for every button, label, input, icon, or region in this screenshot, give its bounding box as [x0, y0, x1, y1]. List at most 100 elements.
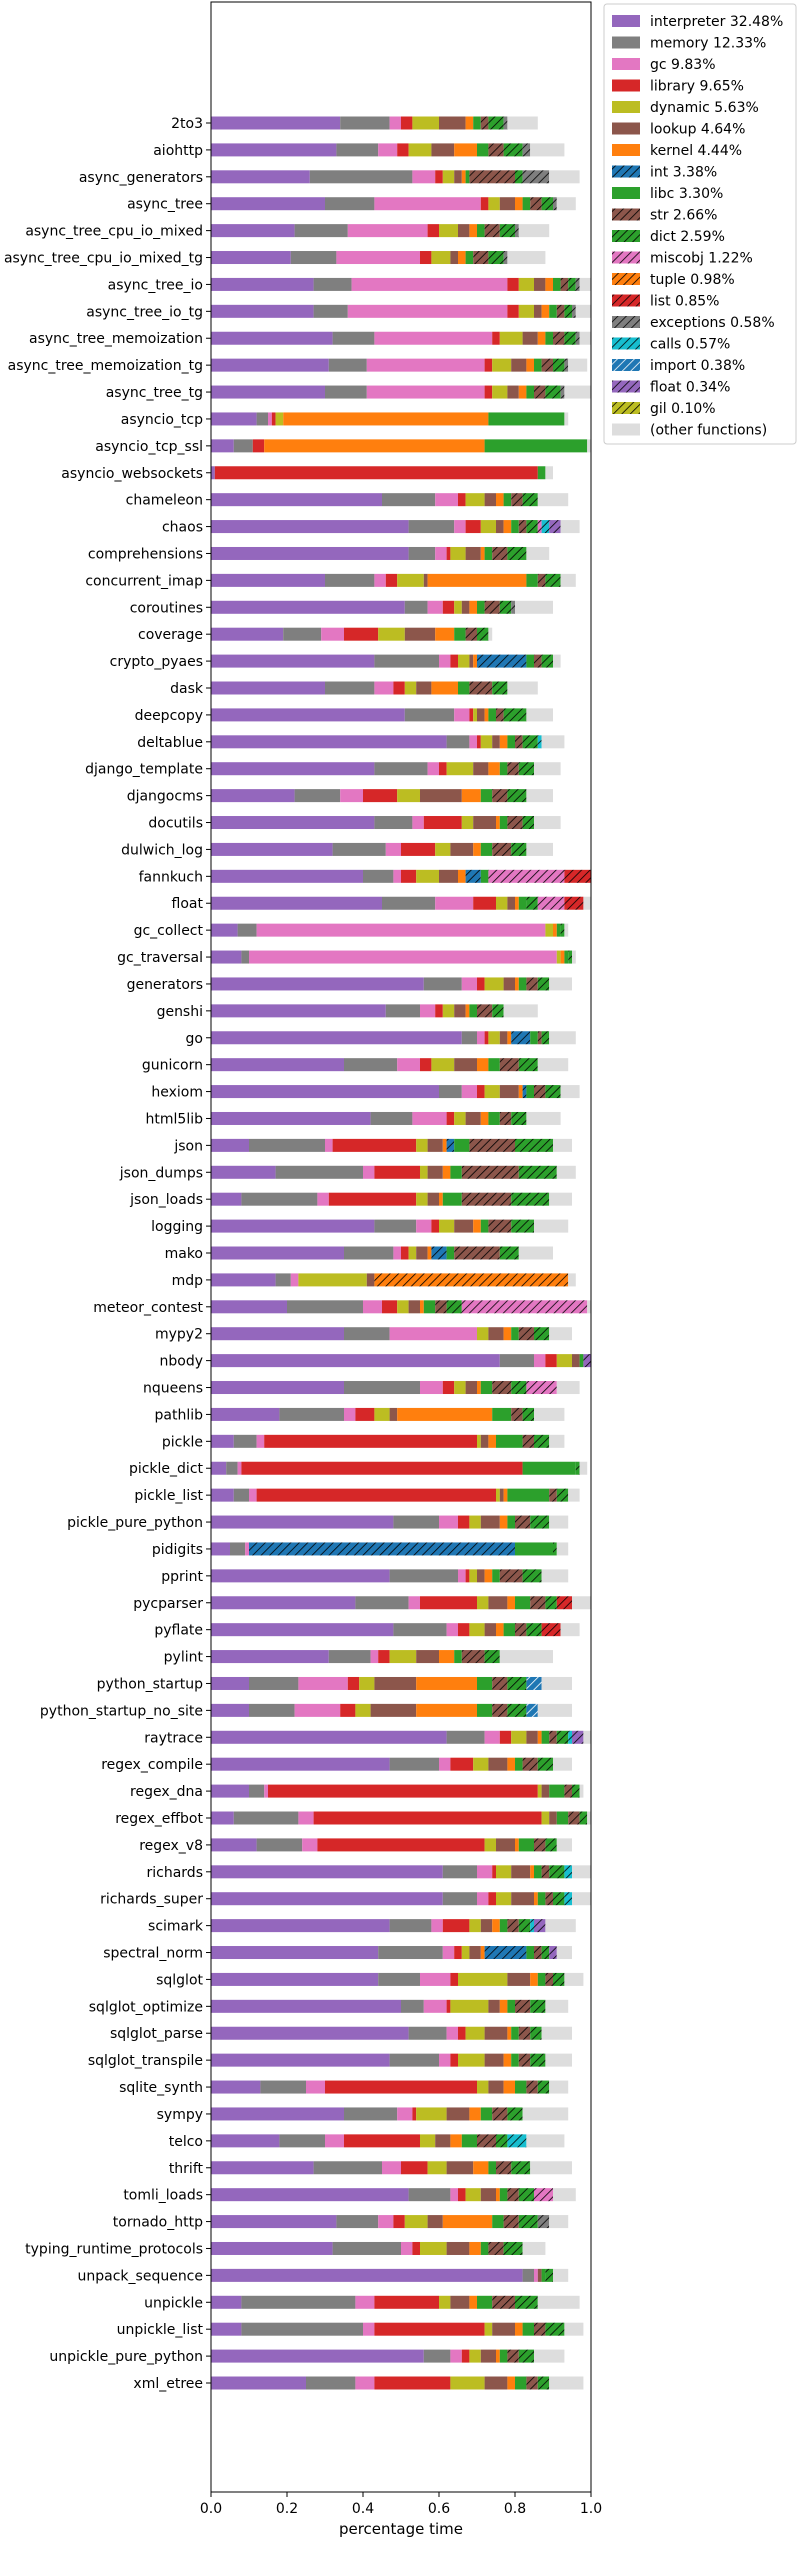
- bar-segment: [363, 789, 398, 803]
- bar-segment: [492, 735, 500, 749]
- bar-segment: [564, 1784, 572, 1798]
- bar-segment: [332, 331, 375, 345]
- y-tick-label: pyflate: [154, 1623, 203, 1639]
- bar-segment: [518, 1838, 534, 1852]
- bar-segment: [556, 950, 561, 964]
- bar-segment: [488, 197, 500, 211]
- bar-segment: [252, 439, 265, 453]
- bar-segment: [355, 1596, 409, 1610]
- bar-segment: [294, 789, 341, 803]
- x-tick-label: 0.0: [200, 2501, 222, 2517]
- legend-label: lookup 4.64%: [650, 122, 745, 138]
- bar-segment: [549, 304, 557, 318]
- y-tick-label: sympy: [157, 2107, 203, 2123]
- bar-segment: [382, 2161, 401, 2175]
- bar-segment: [522, 1461, 576, 1475]
- bar-segment: [530, 1865, 534, 1879]
- bar-segment: [488, 2241, 504, 2255]
- bar-segment: [492, 681, 508, 695]
- bar-segment: [499, 2349, 508, 2363]
- legend: interpreter 32.48% memory 12.33% gc 9.83% l…: [603, 3, 797, 445]
- bar-segment: [518, 224, 550, 238]
- bar-segment: [507, 1596, 515, 1610]
- bar-segment: [374, 1165, 420, 1179]
- bar-segment: [382, 493, 436, 507]
- bar-segment: [499, 1515, 508, 1529]
- bar-segment: [347, 224, 428, 238]
- bar-segment: [363, 1165, 375, 1179]
- bar-segment: [564, 923, 569, 937]
- bar-segment: [518, 2215, 538, 2229]
- bar-segment: [537, 1757, 553, 1771]
- bar-segment: [522, 2107, 569, 2121]
- bar-segment: [515, 1515, 531, 1529]
- y-tick-label: raytrace: [144, 1730, 203, 1746]
- bar-segment: [499, 1354, 534, 1368]
- bar-segment: [211, 1354, 500, 1368]
- bar-segment: [484, 600, 500, 614]
- bar-segment: [534, 385, 546, 399]
- bar-segment: [374, 331, 493, 345]
- bar-segment: [344, 1058, 398, 1072]
- y-tick-label: gc_collect: [134, 923, 204, 939]
- bar-segment: [499, 1085, 519, 1099]
- bar-segment: [477, 2295, 493, 2309]
- bar-segment: [515, 1757, 523, 1771]
- bar-segment: [435, 896, 474, 910]
- bar-segment: [553, 1892, 565, 1906]
- y-tick-label: pickle: [162, 1434, 203, 1450]
- bar-segment: [427, 573, 527, 587]
- bar-segment: [306, 2080, 325, 2094]
- bar-segment: [488, 1111, 500, 1125]
- bar-segment: [374, 762, 428, 776]
- bar-segment: [545, 331, 553, 345]
- bar-segment: [499, 2188, 508, 2202]
- bar-segment: [549, 170, 580, 184]
- bar-segment: [385, 573, 398, 587]
- bar-segment: [454, 1246, 500, 1260]
- y-tick-label: asyncio_tcp_ssl: [95, 439, 203, 455]
- bar-segment: [211, 1004, 386, 1018]
- bar-segment: [450, 1757, 474, 1771]
- bar-segment: [237, 1461, 242, 1475]
- bar-segment: [534, 2188, 553, 2202]
- bar-segment: [211, 1811, 234, 1825]
- bar-segment: [553, 923, 557, 937]
- bar-segment: [511, 493, 523, 507]
- legend-swatch: [612, 423, 640, 436]
- bar-segment: [488, 627, 493, 641]
- bar-segment: [313, 2161, 382, 2175]
- bar-segment: [473, 762, 489, 776]
- y-tick-label: dulwich_log: [121, 842, 203, 858]
- bar-segment: [404, 708, 455, 722]
- bar-segment: [416, 1192, 428, 1206]
- bar-segment: [515, 2080, 527, 2094]
- bar-segment: [511, 1219, 534, 1233]
- bar-segment: [575, 277, 580, 291]
- bar-segment: [374, 654, 439, 668]
- bar-segment: [374, 1219, 417, 1233]
- bar-segment: [412, 116, 439, 130]
- bar-segment: [587, 439, 591, 453]
- bar-segment: [370, 1111, 413, 1125]
- bar-segment: [374, 816, 413, 830]
- y-tick-label: pickle_list: [134, 1488, 203, 1504]
- bar-segment: [439, 1219, 455, 1233]
- bar-segment: [545, 923, 553, 937]
- legend-swatch: [612, 187, 640, 199]
- legend-label: miscobj 1.22%: [650, 251, 753, 267]
- bar-segment: [499, 1999, 508, 2013]
- legend-label: calls 0.57%: [650, 337, 730, 353]
- bar-segment: [537, 573, 546, 587]
- y-tick-label: asyncio_tcp: [121, 412, 203, 428]
- bar-segment: [275, 1165, 363, 1179]
- bar-segment: [450, 251, 458, 265]
- bar-segment: [556, 1542, 569, 1556]
- bar-segment: [492, 1865, 496, 1879]
- bar-segment: [290, 251, 337, 265]
- bar-segment: [313, 277, 352, 291]
- bar-segment: [499, 331, 523, 345]
- bar-segment: [370, 1650, 379, 1664]
- bar-segment: [541, 197, 553, 211]
- bar-segment: [401, 116, 413, 130]
